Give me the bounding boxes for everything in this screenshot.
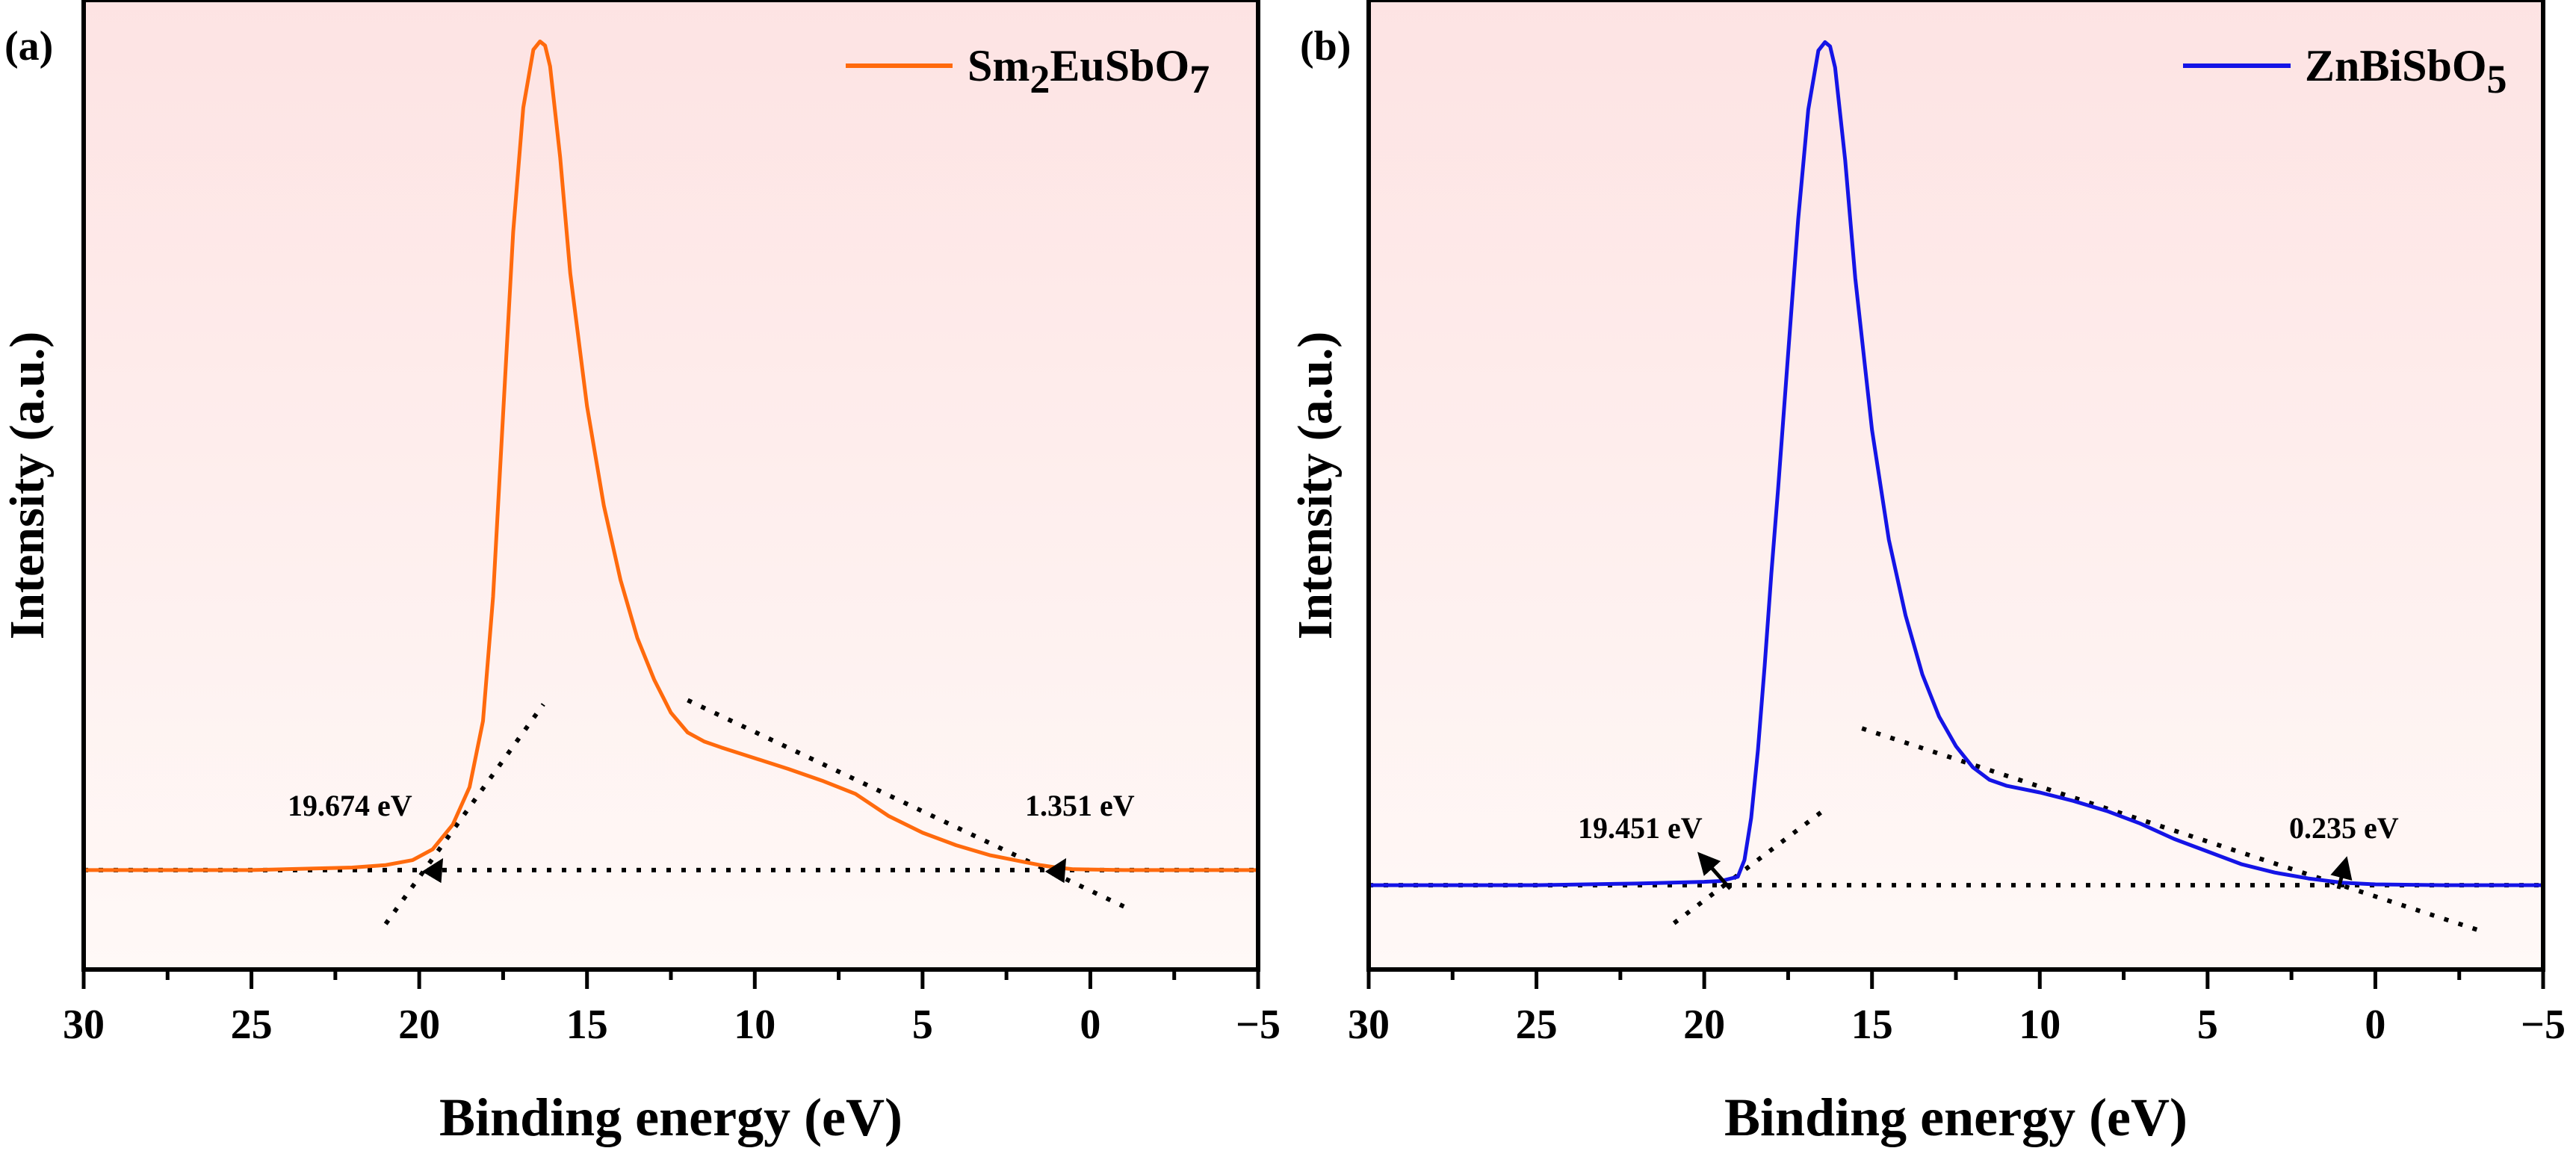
panel-label-a: (a) [4, 23, 53, 69]
annotations-b: 19.451 eV 0.235 eV [1578, 811, 2399, 890]
x-tick-label: 0 [1080, 1002, 1100, 1048]
legend-label-a-sub2: 7 [1189, 57, 1210, 102]
annotation-arrow [2330, 856, 2353, 890]
x-tick-label: 15 [1851, 1002, 1893, 1048]
annotation-label: 19.674 eV [288, 789, 412, 822]
x-tick-label: 10 [2019, 1002, 2061, 1048]
x-tick-label: 20 [398, 1002, 440, 1048]
legend-label-b-main: ZnBiSbO [2305, 41, 2487, 90]
series-line-sm2eusbo7 [84, 40, 1258, 872]
y-axis-label-b: Intensity (a.u.) [1288, 332, 1343, 640]
y-axis-label-a: Intensity (a.u.) [0, 332, 55, 640]
legend-label-a-main: Sm [967, 41, 1030, 90]
x-tick-label: 30 [63, 1002, 105, 1048]
annotation-label: 1.351 eV [1025, 789, 1135, 822]
x-tick-label: 0 [2365, 1002, 2385, 1048]
panel-b: 19.451 eV 0.235 eV 30 25 20 15 10 5 0 −5 (b) ZnB… [1288, 0, 2566, 1147]
annotation-arrow [1697, 851, 1732, 890]
annotation-arrow [1044, 857, 1067, 884]
fit-line [383, 703, 545, 925]
panel-a: 19.674 eV 1.351 eV 30 25 20 15 10 5 0 −5 (a) Sm2… [0, 0, 1281, 1147]
x-tick-label: 20 [1683, 1002, 1725, 1048]
x-ticks-b: 30 25 20 15 10 5 0 −5 [1348, 969, 2566, 1048]
annotation-label: 19.451 eV [1578, 811, 1703, 845]
panel-label-b: (b) [1300, 23, 1351, 69]
annotation-arrow [421, 857, 444, 884]
x-tick-label: 25 [1516, 1002, 1558, 1048]
annotations-a: 19.674 eV 1.351 eV [288, 789, 1135, 884]
x-tick-label: 25 [231, 1002, 273, 1048]
x-tick-label: 15 [566, 1002, 608, 1048]
legend-label-b: ZnBiSbO5 [2305, 41, 2507, 102]
x-tick-label: −5 [1236, 1002, 1281, 1048]
plot-area-b [1369, 0, 2543, 969]
annotation-label: 0.235 eV [2289, 811, 2399, 845]
plot-area-a [84, 0, 1258, 969]
legend-b: ZnBiSbO5 [2183, 41, 2507, 102]
x-tick-label: 10 [734, 1002, 775, 1048]
legend-label-a-mid: EuSbO [1050, 41, 1189, 90]
fit-line [1861, 726, 2484, 934]
series-line-znbisbo5 [1369, 40, 2543, 887]
fit-line [687, 698, 1125, 909]
legend-a: Sm2EuSbO7 [846, 41, 1210, 102]
x-tick-label: −5 [2521, 1002, 2566, 1048]
x-axis-label-a: Binding energy (eV) [439, 1088, 902, 1147]
x-axis-label-b: Binding energy (eV) [1724, 1088, 2188, 1147]
legend-label-a: Sm2EuSbO7 [967, 41, 1210, 102]
legend-label-b-sub: 5 [2487, 57, 2507, 102]
fit-line [1672, 804, 1830, 925]
x-tick-label: 5 [2197, 1002, 2218, 1048]
legend-label-a-sub1: 2 [1030, 57, 1050, 102]
x-tick-label: 5 [912, 1002, 933, 1048]
x-ticks-a: 30 25 20 15 10 5 0 −5 [63, 969, 1281, 1048]
x-tick-label: 30 [1348, 1002, 1390, 1048]
